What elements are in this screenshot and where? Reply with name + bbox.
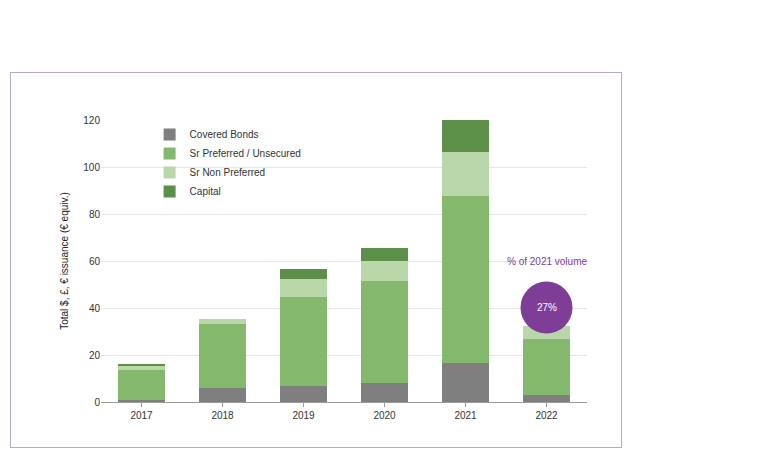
svg-text:Capital: Capital [190, 186, 221, 197]
svg-text:2022: 2022 [535, 410, 558, 421]
svg-text:2020: 2020 [373, 410, 396, 421]
svg-text:60: 60 [89, 256, 101, 267]
svg-text:2017: 2017 [130, 410, 153, 421]
svg-text:0: 0 [94, 397, 100, 408]
svg-text:Covered Bonds: Covered Bonds [190, 129, 259, 140]
svg-text:27%: 27% [537, 302, 557, 313]
svg-text:Sr Non Preferred: Sr Non Preferred [190, 167, 266, 178]
svg-text:2021: 2021 [454, 410, 477, 421]
svg-text:Sr Preferred / Unsecured: Sr Preferred / Unsecured [190, 148, 301, 159]
svg-text:120: 120 [83, 115, 100, 126]
svg-text:100: 100 [83, 162, 100, 173]
svg-text:40: 40 [89, 303, 101, 314]
svg-text:20: 20 [89, 350, 101, 361]
svg-text:Total $, £, € issuance (€ equi: Total $, £, € issuance (€ equiv.) [59, 192, 70, 330]
svg-text:% of 2021 volume: % of 2021 volume [507, 256, 587, 267]
svg-text:2018: 2018 [211, 410, 234, 421]
svg-text:80: 80 [89, 209, 101, 220]
svg-text:2019: 2019 [292, 410, 315, 421]
